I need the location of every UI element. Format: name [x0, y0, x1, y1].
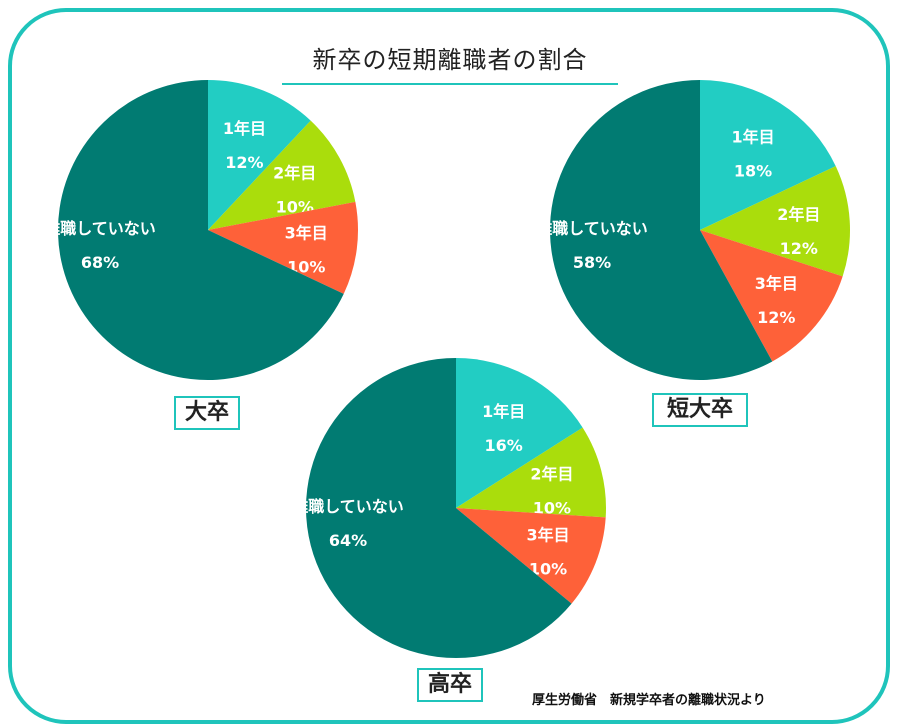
slice-value-junior-college-stay: 58%: [573, 253, 611, 272]
chart-label-junior-college: 短大卒: [652, 393, 748, 427]
chart-label-university: 大卒: [174, 396, 240, 430]
slice-value-university-stay: 68%: [81, 253, 119, 272]
slice-label-high-school-stay: 離職していない: [292, 497, 404, 516]
slice-label-university-year3: 3年目: [285, 223, 328, 242]
slice-label-junior-college-year2: 2年目: [777, 205, 820, 224]
slice-value-junior-college-year2: 12%: [780, 239, 818, 258]
slice-label-junior-college-year3: 3年目: [755, 274, 798, 293]
slice-label-university-stay: 離職していない: [44, 219, 156, 238]
rounded-frame: [8, 8, 890, 724]
pie-slice-junior-college-year3: [700, 230, 843, 362]
source-note: 厚生労働省 新規学卒者の離職状況より: [532, 693, 766, 708]
pie-slice-university-year2: [208, 120, 356, 230]
pie-slice-university-stay: [58, 80, 344, 380]
slice-value-high-school-stay: 64%: [329, 531, 367, 550]
pie-slice-high-school-stay: [306, 358, 572, 658]
slice-value-high-school-year1: 16%: [485, 436, 523, 455]
pie-slice-junior-college-year1: [700, 80, 836, 230]
slice-value-high-school-year3: 10%: [529, 559, 567, 578]
pie-slice-university-year1: [208, 80, 311, 230]
slice-label-university-year1: 1年目: [223, 119, 266, 138]
slice-label-junior-college-stay: 離職していない: [536, 219, 648, 238]
chart-title: 新卒の短期離職者の割合: [282, 40, 618, 85]
slice-label-high-school-year2: 2年目: [530, 464, 573, 483]
pie-slice-high-school-year3: [456, 508, 606, 604]
slice-value-university-year1: 12%: [225, 153, 263, 172]
chart-label-high-school: 高卒: [417, 668, 483, 702]
slice-label-high-school-year3: 3年目: [526, 525, 569, 544]
slice-value-high-school-year2: 10%: [533, 498, 571, 517]
pie-slice-junior-college-stay: [550, 80, 773, 380]
pie-slice-university-year3: [208, 201, 358, 294]
pie-slice-junior-college-year2: [700, 166, 850, 277]
slice-label-university-year2: 2年目: [273, 163, 316, 182]
slice-label-junior-college-year1: 1年目: [731, 127, 774, 146]
pie-slice-high-school-year2: [456, 427, 606, 518]
pie-slice-high-school-year1: [456, 358, 583, 508]
slice-value-university-year2: 10%: [276, 197, 314, 216]
slice-value-junior-college-year1: 18%: [734, 161, 772, 180]
slice-value-junior-college-year3: 12%: [757, 308, 795, 327]
slice-value-university-year3: 10%: [287, 257, 325, 276]
slice-label-high-school-year1: 1年目: [482, 402, 525, 421]
